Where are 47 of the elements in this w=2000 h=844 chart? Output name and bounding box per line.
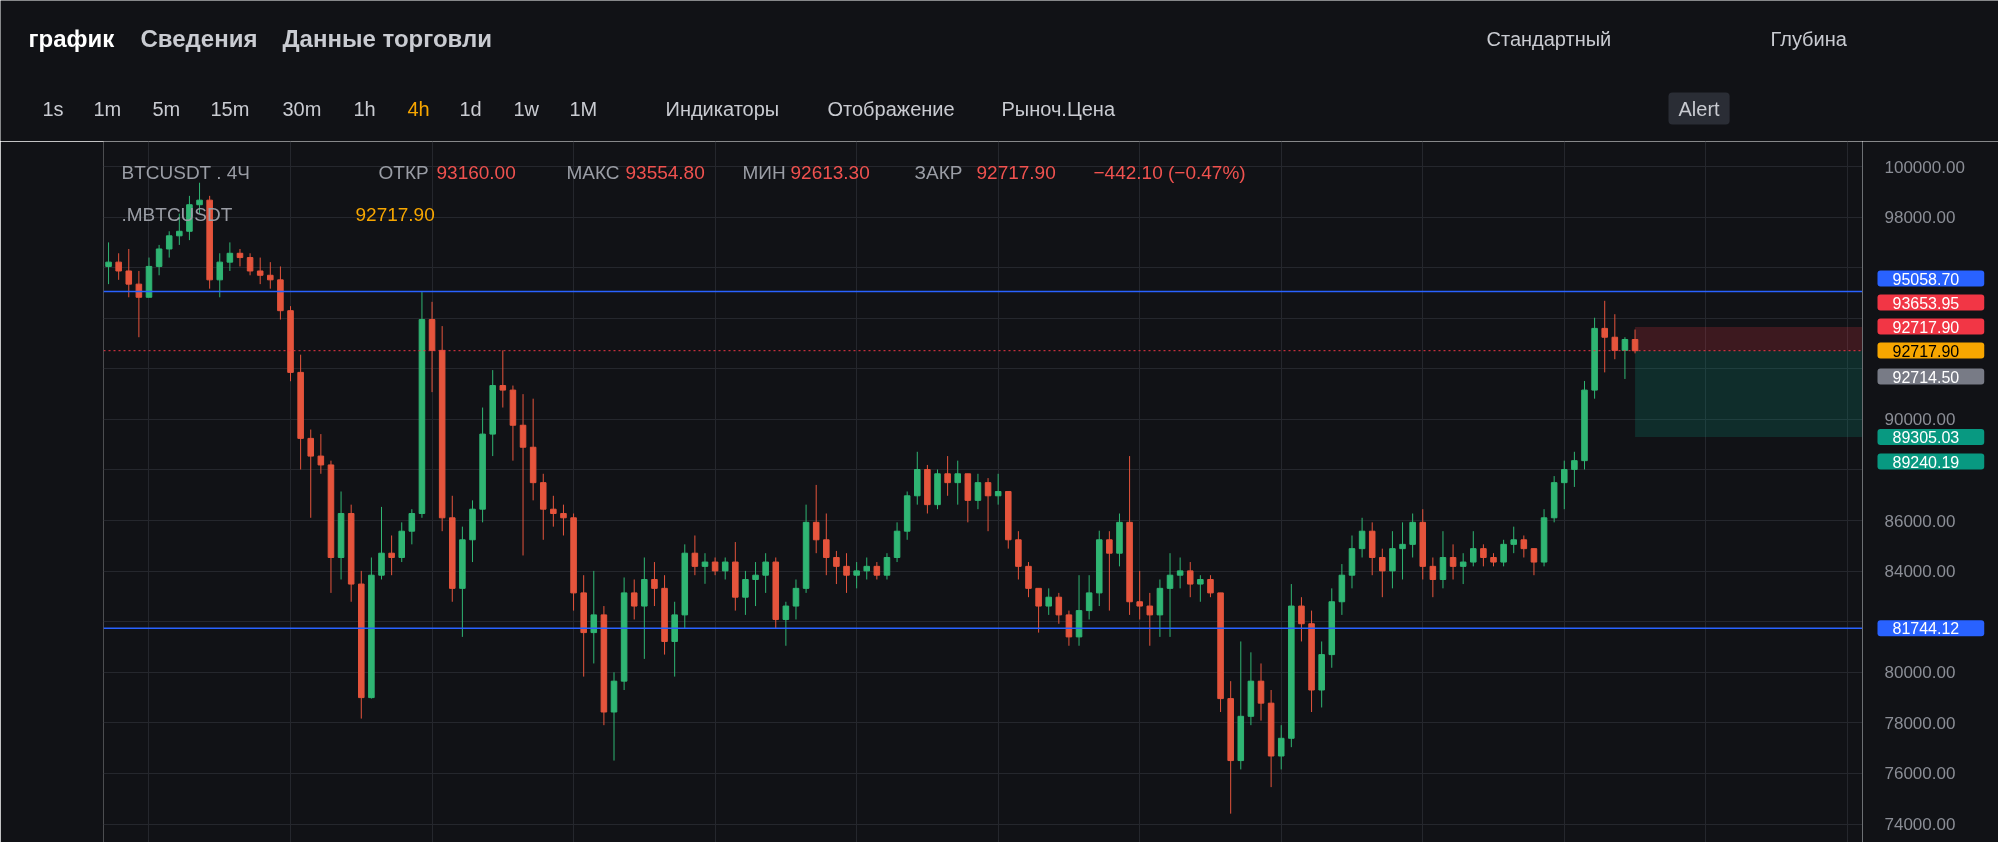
text: Отображение xyxy=(827,97,955,120)
text: 1w xyxy=(513,97,540,120)
annotation: −442.10 (−0.47%) xyxy=(1093,162,1246,183)
text: 5m xyxy=(152,97,181,120)
text: 92714.50 xyxy=(1892,368,1960,386)
band-label: 93653.95 xyxy=(1892,294,1960,312)
ref-line-label: 92717.90 xyxy=(1892,318,1960,336)
annotation: 92717.90 xyxy=(355,204,435,225)
text: 1s xyxy=(42,97,64,120)
text: 15m xyxy=(210,97,250,120)
y-tick-label: 74000.00 xyxy=(1884,815,1956,835)
text: 1h xyxy=(353,97,376,120)
band-label: 89305.03 xyxy=(1892,429,1960,446)
y-tick-label: 78000.00 xyxy=(1884,713,1956,733)
text: Стандартный xyxy=(1486,27,1612,50)
y-tick-label: 80000.00 xyxy=(1884,663,1956,683)
annotation: МИН xyxy=(742,162,786,183)
y-tick-label: 76000.00 xyxy=(1884,764,1956,784)
annotation: 93554.80 xyxy=(625,162,705,183)
annotation: МАКС xyxy=(566,162,620,183)
text: Данные торговли xyxy=(282,25,492,52)
text: 1M xyxy=(569,97,598,120)
y-tick-label: 98000.00 xyxy=(1884,208,1956,228)
text: BTCUSDT . 4Ч xyxy=(121,162,250,183)
text: 89240.19 xyxy=(1892,453,1960,471)
text: 30m xyxy=(282,97,322,120)
annotation: 92613.30 xyxy=(790,162,870,183)
text: 1d xyxy=(459,97,482,120)
ref-line-label: 95058.70 xyxy=(1892,270,1960,288)
y-tick-label: 90000.00 xyxy=(1884,410,1956,430)
ref-line-label: 81744.12 xyxy=(1892,620,1960,638)
y-tick-label: 100000.00 xyxy=(1884,157,1965,177)
y-tick-label: 84000.00 xyxy=(1884,562,1956,582)
text: Alert xyxy=(1678,97,1721,120)
text: 4h xyxy=(407,97,430,120)
y-tick-label: 86000.00 xyxy=(1884,511,1956,531)
text: Сведения xyxy=(140,25,258,52)
annotation: ЗАКР xyxy=(914,162,963,183)
annotation: 92717.90 xyxy=(976,162,1056,183)
text: 92717.90 xyxy=(1892,342,1960,360)
text: Глубина xyxy=(1770,27,1848,50)
text: график xyxy=(28,25,116,52)
annotation: ОТКР xyxy=(378,162,429,183)
text: 1m xyxy=(93,97,122,120)
annotation: 93160.00 xyxy=(436,162,516,183)
text: Рыноч.Цена xyxy=(1001,97,1116,120)
text: Индикаторы xyxy=(665,97,780,120)
